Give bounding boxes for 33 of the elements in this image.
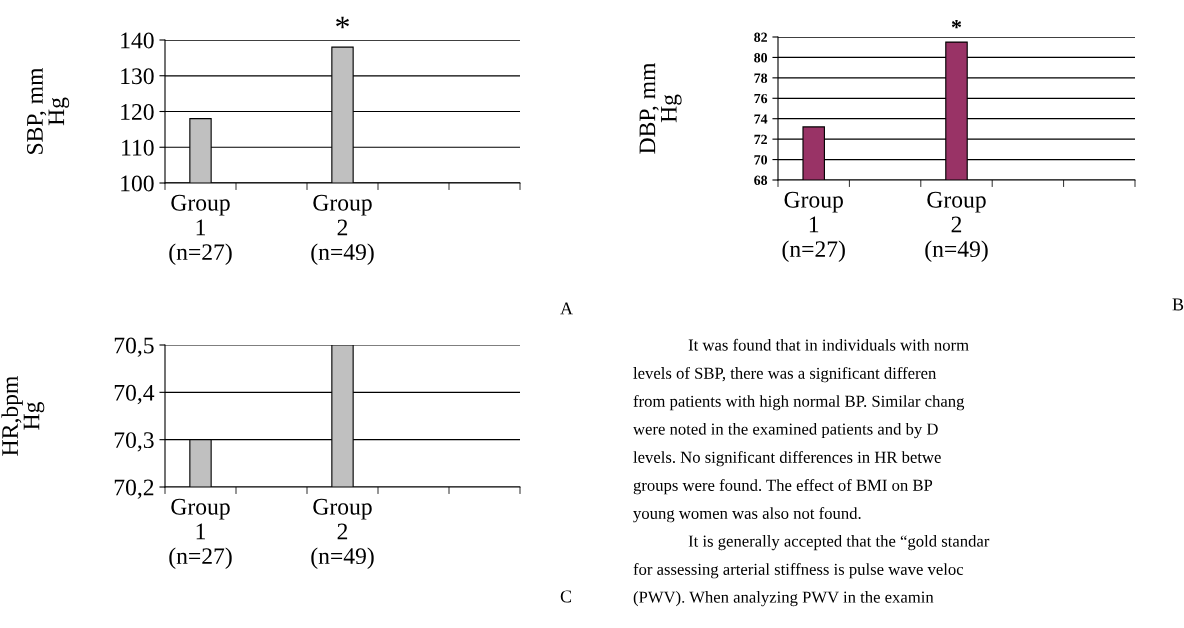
- x-tick-label: Group 2 (n=49): [311, 194, 374, 265]
- x-tick-label: Group 1 (n=27): [782, 191, 845, 262]
- y-tick-label: 140: [121, 32, 154, 49]
- text: It was found that in individuals with norm levels of SBP, there was a significant differen from patients with high normal BP. Similar chang were noted in the examined patients and by D levels. No significant differences in HR betwe groups were found. The effect of BMI on BP young women was also not found.: [633, 338, 969, 523]
- y-tick-label: 70: [754, 155, 768, 165]
- x-tick-label: Group 1 (n=27): [169, 194, 232, 265]
- text: B: [1172, 298, 1184, 311]
- y-tick-label: 100: [121, 175, 154, 192]
- y-tick-label: 80: [754, 53, 768, 63]
- y-tick-label: 72: [754, 134, 767, 144]
- y-tick-label: 120: [121, 103, 154, 120]
- x-tick-label: Group 1 (n=27): [169, 498, 232, 569]
- y-tick-label: 74: [754, 114, 768, 124]
- y-tick-label: 110: [122, 139, 154, 156]
- y-tick-label: 82: [754, 32, 767, 42]
- y-axis-title: HR,bpm Hg: [1, 376, 45, 456]
- annotation: *: [951, 19, 962, 29]
- x-tick-label: Group 2 (n=49): [311, 498, 374, 569]
- y-tick-label: 70,5: [114, 337, 154, 357]
- x-tick-label: Group 2 (n=49): [925, 191, 988, 262]
- y-tick-label: 70,3: [114, 432, 154, 452]
- y-tick-label: 70,2: [114, 479, 154, 499]
- annotation: *: [336, 16, 349, 29]
- y-tick-label: 78: [754, 73, 768, 83]
- text: C: [560, 590, 572, 603]
- text: It is generally accepted that the “gold standar for assessing arterial stiffness is pulse wave veloc (PWV). When analyzing PWV in the examin: [633, 535, 990, 607]
- y-axis-title: SBP, mm Hg: [27, 67, 70, 154]
- text: A: [560, 302, 573, 315]
- y-tick-label: 70,4: [114, 384, 155, 405]
- y-axis-title: DBP, mm Hg: [639, 62, 682, 154]
- y-tick-label: 130: [121, 68, 154, 85]
- y-tick-label: 76: [754, 93, 768, 104]
- y-tick-label: 68: [754, 175, 768, 185]
